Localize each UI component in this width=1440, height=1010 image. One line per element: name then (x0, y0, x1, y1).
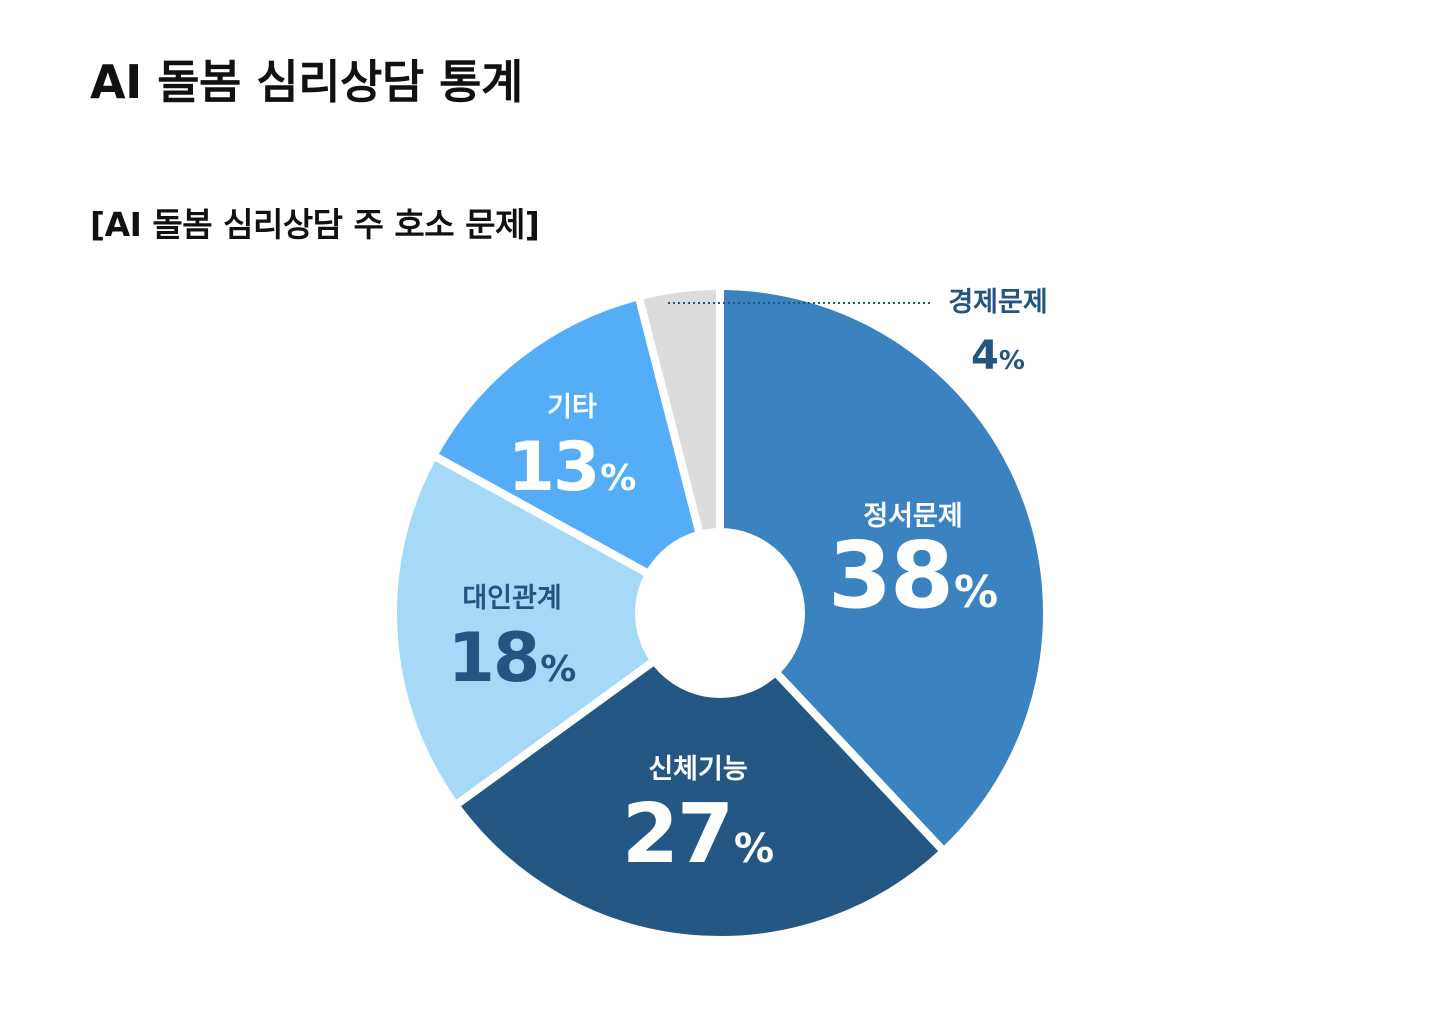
slice-value: 38 (828, 522, 952, 629)
slice-value-label: 38% (828, 522, 998, 629)
slice-unit: % (600, 458, 636, 499)
slice-name-label: 대인관계 (462, 583, 561, 614)
slice-value: 4 (971, 333, 997, 379)
pie-slice-정서문제 (716, 281, 1051, 858)
pie-slice-기타 (428, 291, 727, 621)
slice-unit: % (540, 649, 576, 690)
slice-value: 27 (622, 787, 732, 882)
slice-value-label: 13% (508, 428, 637, 507)
slice-value-label: 4% (971, 333, 1025, 379)
slice-name-label: 신체기능 (648, 754, 747, 785)
page-title: AI 돌봄 심리상담 통계 (90, 55, 523, 109)
slice-name-label: 경제문제 (948, 287, 1047, 318)
slice-value-label: 27% (622, 787, 774, 882)
chart-title: [AI 돌봄 심리상담 주 호소 문제] (90, 205, 540, 244)
slice-unit: % (954, 567, 998, 618)
pie-slice-대인관계 (389, 450, 728, 811)
slice-unit: % (734, 826, 774, 872)
slice-value: 13 (508, 428, 599, 507)
slice-value-label: 18% (448, 619, 577, 698)
donut-hole (635, 528, 805, 698)
slice-value: 18 (448, 619, 539, 698)
slice-unit: % (999, 346, 1025, 376)
pie-slice-신체기능 (449, 607, 950, 944)
slice-name-label: 기타 (547, 392, 597, 423)
slice-name-label: 정서문제 (863, 501, 962, 532)
